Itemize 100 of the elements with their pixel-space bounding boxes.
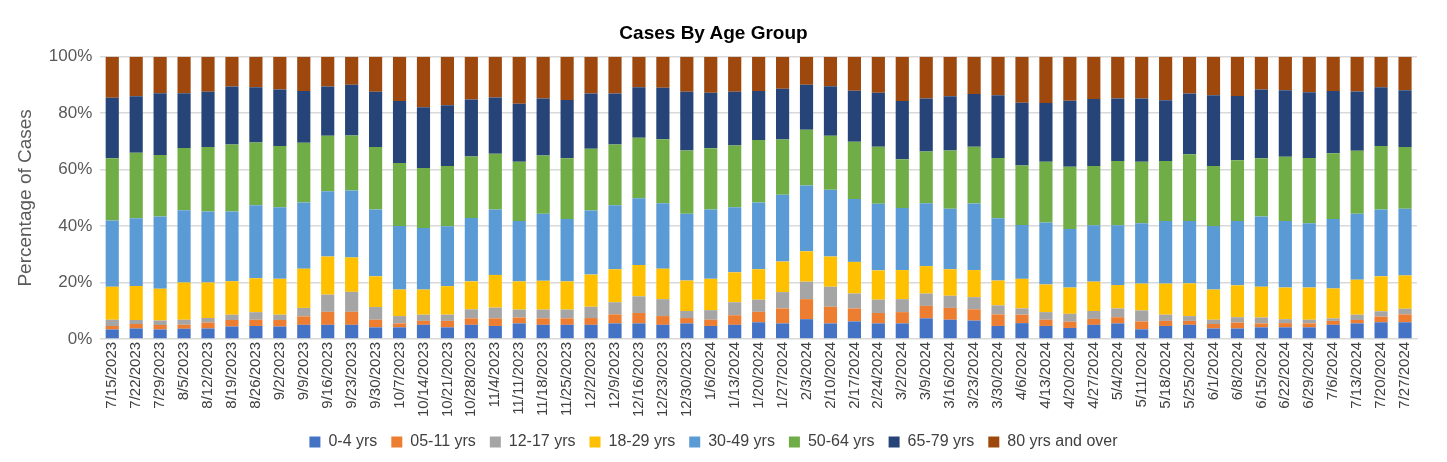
bar: [823, 286, 838, 307]
bar: [1254, 286, 1268, 318]
bar: [321, 324, 335, 339]
bar: [1398, 56, 1412, 91]
bar: [752, 202, 766, 270]
bar: [632, 265, 646, 297]
bar: [440, 226, 454, 287]
bar: [464, 324, 478, 339]
bar: [584, 274, 598, 307]
bar: [991, 305, 1005, 315]
bar: [1398, 90, 1412, 148]
bar: [847, 90, 861, 142]
bar: [895, 270, 909, 300]
bar: [752, 322, 766, 339]
x-tick-label: 2/17/2024: [844, 341, 862, 409]
bar: [1063, 327, 1077, 339]
bar: [943, 150, 957, 209]
bar: [560, 281, 574, 310]
legend-label: 65-79 yrs: [907, 432, 975, 450]
bar: [1230, 317, 1245, 323]
bar: [1230, 56, 1245, 97]
bar: [608, 302, 622, 315]
bar: [1159, 56, 1173, 101]
bar: [1063, 166, 1077, 229]
bar: [632, 137, 646, 199]
bar: [1278, 323, 1292, 328]
bar: [1135, 98, 1149, 162]
bar: [847, 141, 861, 199]
bar: [1159, 221, 1173, 284]
bar: [488, 325, 502, 339]
bar: [105, 325, 119, 330]
bar: [799, 319, 814, 339]
bar: [512, 103, 526, 162]
bar: [105, 286, 119, 320]
bar: [1254, 56, 1268, 90]
bar: [249, 142, 263, 206]
bar: [225, 86, 239, 145]
bar: [1374, 311, 1388, 317]
bar: [369, 56, 383, 92]
bar: [1039, 319, 1053, 326]
bar: [1111, 308, 1125, 318]
bar: [704, 92, 718, 149]
bar: [871, 203, 885, 271]
bar: [345, 311, 359, 325]
bar: [823, 86, 838, 136]
bar: [1206, 328, 1221, 339]
bar: [1302, 323, 1316, 328]
bar: [608, 56, 622, 94]
bar: [536, 318, 550, 325]
bar: [680, 91, 694, 151]
x-tick-label: 12/30/2023: [676, 341, 694, 417]
bar: [919, 98, 933, 152]
bar: [656, 139, 670, 204]
bar: [608, 93, 622, 145]
bar: [560, 324, 574, 339]
bar: [943, 208, 957, 270]
bar: [464, 309, 478, 319]
bar: [369, 307, 383, 320]
bar: [776, 323, 790, 339]
bar: [1182, 320, 1197, 325]
bar: [680, 56, 694, 92]
bar: [177, 147, 191, 211]
bar: [297, 90, 311, 143]
bar: [1087, 318, 1101, 325]
bar: [1326, 153, 1340, 220]
bar: [799, 281, 814, 300]
bar: [560, 318, 574, 325]
bar: [871, 270, 885, 300]
bar: [728, 315, 742, 325]
bar: [297, 324, 311, 339]
bar: [1206, 165, 1221, 227]
bar: [249, 278, 263, 313]
bar: [201, 91, 215, 148]
bar: [656, 87, 670, 140]
bar: [105, 319, 119, 326]
bar: [416, 167, 431, 229]
bar: [799, 129, 814, 186]
bar: [1350, 150, 1364, 214]
bar: [728, 324, 742, 339]
bar: [895, 101, 909, 160]
bar: [440, 327, 454, 339]
bar: [345, 291, 359, 312]
bar: [297, 316, 311, 325]
bar: [1374, 87, 1388, 146]
bar: [967, 203, 981, 271]
bar: [345, 84, 359, 136]
x-tick-label: 12/16/2023: [629, 341, 647, 417]
bar: [440, 286, 454, 315]
x-tick-label: 3/30/2024: [988, 341, 1006, 409]
bar: [1015, 224, 1029, 279]
bar: [728, 145, 742, 208]
bar: [1278, 156, 1292, 221]
bar: [704, 310, 718, 320]
bar: [1254, 89, 1268, 159]
bar: [584, 148, 598, 211]
x-tick-label: 9/2/2023: [269, 341, 287, 401]
bar: [297, 268, 311, 308]
bar: [560, 158, 574, 220]
bar: [321, 135, 335, 192]
bar: [991, 95, 1005, 159]
